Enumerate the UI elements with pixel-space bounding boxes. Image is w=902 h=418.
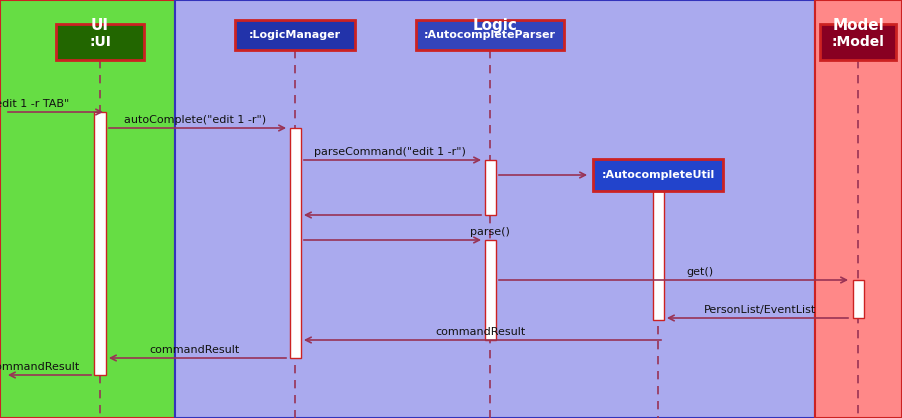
Text: PersonList/EventList: PersonList/EventList bbox=[704, 305, 816, 315]
Text: commandResult: commandResult bbox=[0, 362, 80, 372]
Text: :LogicManager: :LogicManager bbox=[249, 30, 341, 40]
Text: :Model: :Model bbox=[832, 35, 885, 49]
Bar bbox=[416, 20, 564, 50]
Bar bbox=[175, 0, 815, 418]
Text: parse(): parse() bbox=[470, 227, 510, 237]
Bar bbox=[484, 240, 495, 340]
Text: parseCommand("edit 1 -r"): parseCommand("edit 1 -r") bbox=[314, 147, 466, 157]
Text: autoComplete("edit 1 -r"): autoComplete("edit 1 -r") bbox=[124, 115, 266, 125]
Text: Logic: Logic bbox=[473, 18, 518, 33]
Text: :UI: :UI bbox=[89, 35, 111, 49]
Bar bbox=[852, 280, 863, 318]
Bar bbox=[0, 0, 175, 418]
Text: commandResult: commandResult bbox=[150, 345, 240, 355]
Bar bbox=[820, 24, 896, 60]
Text: Model: Model bbox=[833, 18, 884, 33]
Text: :AutocompleteParser: :AutocompleteParser bbox=[424, 30, 556, 40]
Text: get(): get() bbox=[686, 267, 713, 277]
Bar bbox=[652, 191, 664, 320]
Text: commandResult: commandResult bbox=[435, 327, 525, 337]
Bar bbox=[290, 128, 300, 358]
Text: "edit 1 -r TAB": "edit 1 -r TAB" bbox=[0, 99, 69, 109]
Text: UI: UI bbox=[91, 18, 109, 33]
Bar bbox=[94, 112, 106, 375]
Bar bbox=[56, 24, 144, 60]
Text: :AutocompleteUtil: :AutocompleteUtil bbox=[602, 170, 714, 180]
Bar bbox=[484, 160, 495, 215]
Bar bbox=[593, 159, 723, 191]
Bar bbox=[815, 0, 902, 418]
Bar bbox=[235, 20, 355, 50]
